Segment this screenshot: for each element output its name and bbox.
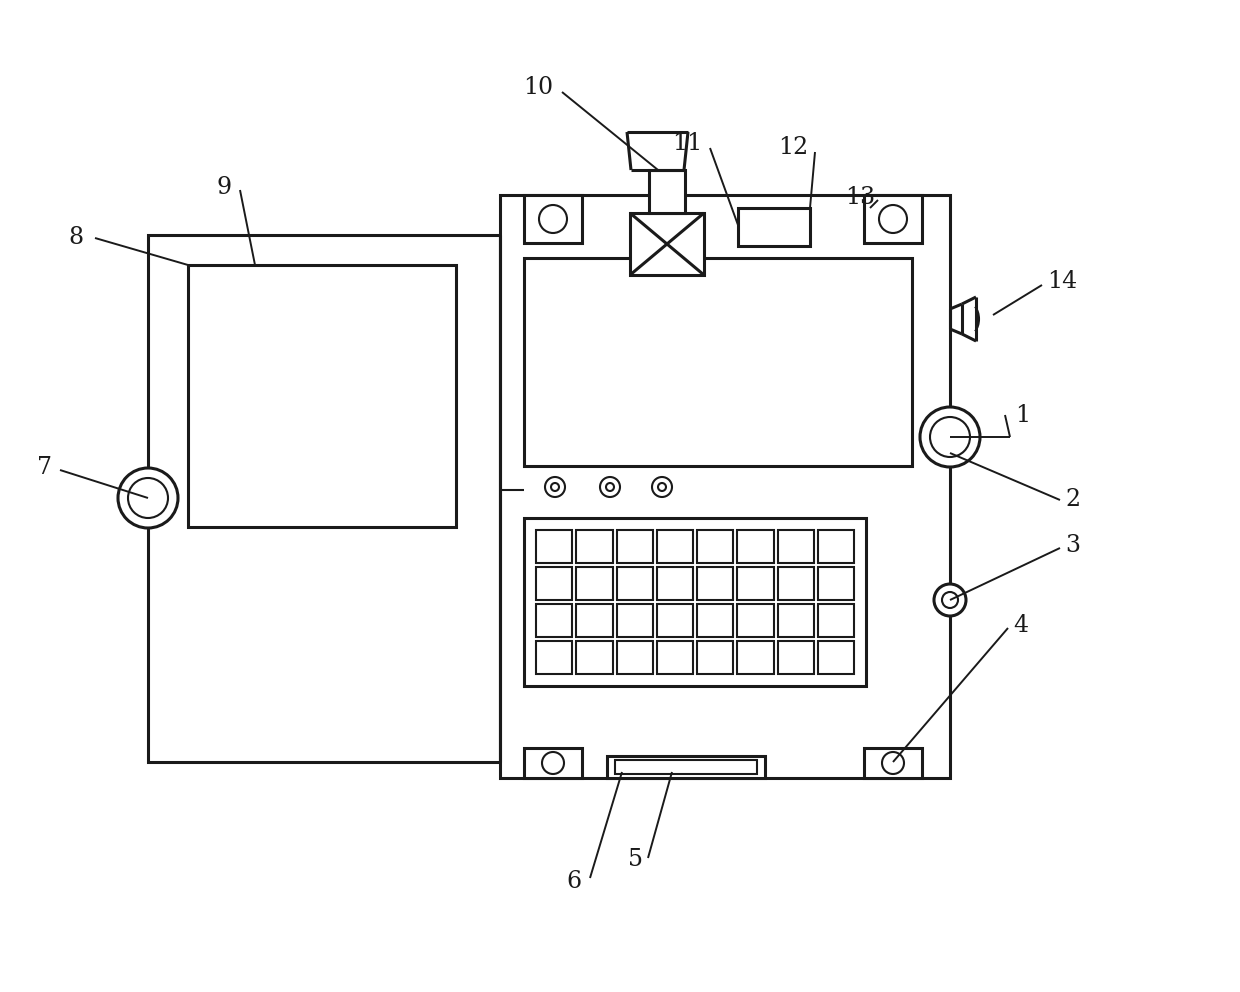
Circle shape [551,483,559,491]
Bar [738,641,774,674]
Bar [738,208,810,246]
Bar [616,641,652,674]
Text: 13: 13 [844,186,875,209]
Bar [697,604,733,637]
Text: 14: 14 [1047,271,1078,294]
Circle shape [882,752,904,774]
Bar [536,641,572,674]
Bar [864,195,923,243]
Bar [649,170,684,213]
Bar [577,604,613,637]
Circle shape [934,584,966,616]
Bar [777,641,813,674]
Bar [536,567,572,600]
Bar [817,567,854,600]
Bar [615,760,756,774]
Text: 5: 5 [627,848,644,872]
Text: 12: 12 [777,137,808,160]
Bar [608,756,765,778]
Circle shape [606,483,614,491]
Circle shape [879,205,906,233]
Bar [536,604,572,637]
Bar [536,530,572,563]
Bar [525,258,911,466]
Bar [577,567,613,600]
Circle shape [128,478,167,518]
Bar [697,567,733,600]
Circle shape [542,752,564,774]
Text: 1: 1 [1016,404,1030,427]
Bar [817,530,854,563]
Circle shape [942,592,959,608]
Text: 4: 4 [1013,614,1028,638]
Bar [525,748,582,778]
Bar [777,604,813,637]
Bar [864,748,923,778]
Text: 10: 10 [523,76,553,99]
Bar [738,567,774,600]
Bar [188,265,456,527]
Circle shape [920,407,980,467]
Bar [630,213,704,275]
Text: 3: 3 [1065,534,1080,557]
Bar [616,567,652,600]
Text: 9: 9 [217,177,232,199]
Bar [817,641,854,674]
Bar [777,530,813,563]
Bar [525,195,582,243]
Bar [500,195,950,778]
Bar [525,518,866,686]
Bar [817,604,854,637]
Bar [616,530,652,563]
Text: 7: 7 [37,456,52,479]
Bar [657,641,693,674]
Text: 8: 8 [68,226,83,250]
Text: 11: 11 [672,133,702,156]
Bar [148,235,500,762]
Circle shape [118,468,179,528]
Circle shape [600,477,620,497]
Circle shape [546,477,565,497]
Bar [577,530,613,563]
Text: 6: 6 [567,871,582,894]
Bar [657,530,693,563]
Text: 2: 2 [1065,488,1080,512]
Bar [697,641,733,674]
Bar [697,530,733,563]
Circle shape [652,477,672,497]
Circle shape [658,483,666,491]
Bar [616,604,652,637]
Circle shape [539,205,567,233]
Bar [738,604,774,637]
Bar [657,604,693,637]
Bar [738,530,774,563]
Circle shape [930,417,970,457]
Bar [657,567,693,600]
Bar [577,641,613,674]
Bar [777,567,813,600]
